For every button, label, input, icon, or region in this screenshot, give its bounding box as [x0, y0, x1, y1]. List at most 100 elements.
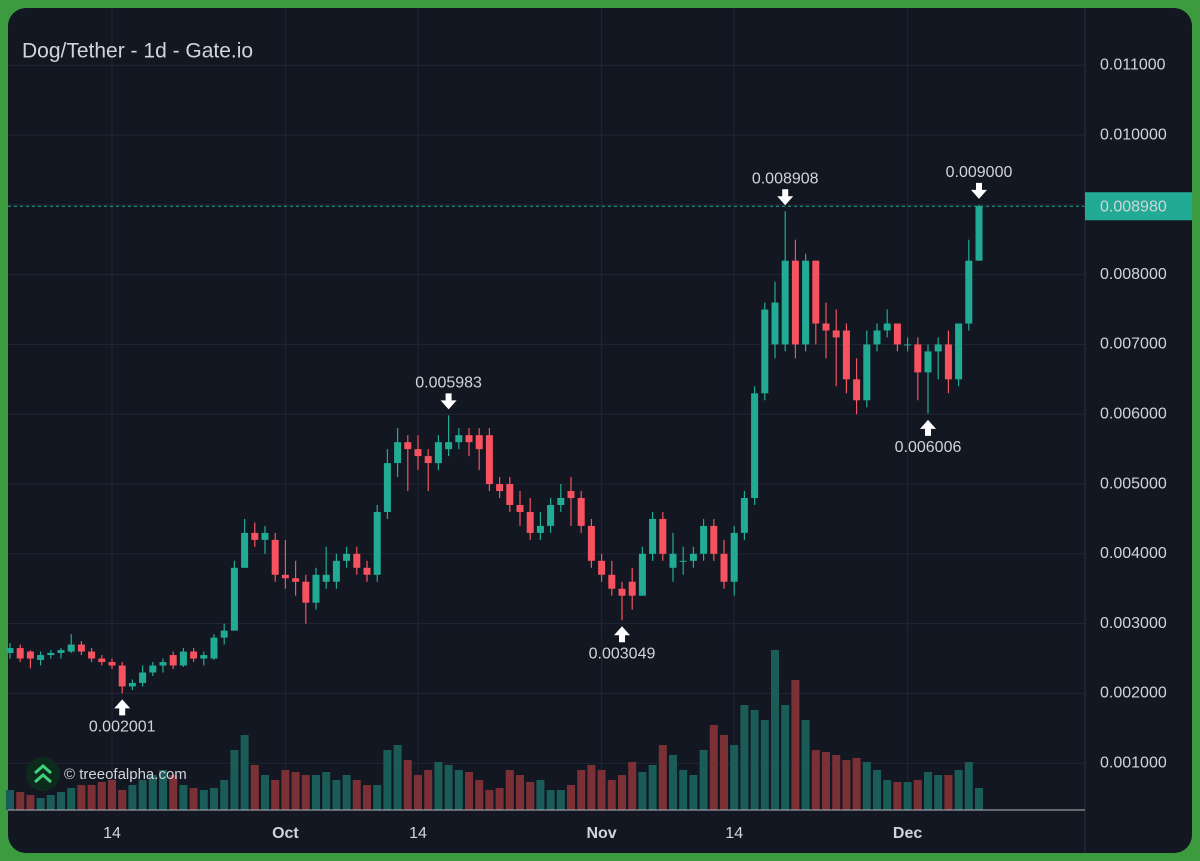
- candle-body: [873, 330, 881, 345]
- volume-bar: [689, 775, 698, 810]
- candle-body: [404, 442, 412, 450]
- volume-bar: [720, 735, 728, 810]
- volume-bar: [424, 770, 433, 810]
- chart-title: Dog/Tether - 1d - Gate.io: [22, 40, 253, 63]
- candle-body: [128, 682, 136, 687]
- candle-body: [853, 379, 861, 401]
- annotation-arrow: [440, 393, 457, 410]
- candle-body: [689, 553, 697, 561]
- volume-bar: [934, 775, 943, 810]
- volume-bar: [281, 770, 290, 810]
- volume-bar: [403, 760, 412, 810]
- volume-bar: [975, 788, 983, 810]
- volume-bar: [658, 745, 667, 810]
- candle-body: [557, 497, 565, 505]
- annotation-label: 0.009000: [946, 164, 1013, 181]
- last-price-box: [1085, 192, 1192, 221]
- volume-bar: [444, 765, 453, 810]
- volume-bar: [271, 780, 280, 810]
- volume-bar: [67, 788, 76, 810]
- volume-bar: [179, 785, 188, 810]
- volume-bar: [342, 775, 351, 810]
- volume-bar: [475, 780, 484, 810]
- volume-bar: [291, 772, 300, 810]
- volume-bar: [740, 705, 749, 810]
- candle-body: [261, 532, 269, 540]
- candle-body: [230, 567, 238, 631]
- volume-bar: [597, 770, 606, 810]
- volume-bar: [771, 650, 779, 810]
- candle-body: [108, 662, 116, 666]
- volume-bar: [261, 775, 269, 810]
- volume-bar: [964, 762, 973, 810]
- y-tick-label: 0.002000: [1100, 685, 1167, 702]
- candle-body: [353, 553, 361, 568]
- candle-body: [455, 435, 463, 443]
- candle-body: [669, 553, 677, 568]
- candle-body: [506, 484, 514, 505]
- candle-body: [802, 260, 810, 345]
- candle-body: [485, 435, 493, 485]
- candle-body: [118, 665, 126, 687]
- candle-body: [496, 484, 504, 492]
- candle-body: [587, 525, 595, 561]
- volume-bar: [87, 785, 96, 810]
- candle-body: [761, 309, 769, 394]
- candle-body: [812, 260, 820, 324]
- volume-bar: [352, 780, 361, 810]
- panel: [8, 8, 1192, 853]
- y-tick-label: 0.011000: [1100, 56, 1166, 73]
- y-tick-label: 0.010000: [1100, 126, 1167, 143]
- volume-bar: [801, 720, 810, 810]
- volume-bar: [954, 770, 963, 810]
- volume-bar: [57, 792, 65, 810]
- volume-bar: [567, 785, 575, 810]
- volume-bar: [862, 762, 871, 810]
- annotation-arrow: [614, 626, 630, 643]
- volume-bar: [322, 772, 331, 810]
- volume-bar: [791, 680, 800, 810]
- candle-body: [343, 553, 351, 561]
- candle-body: [332, 560, 340, 582]
- candle-body: [434, 442, 442, 464]
- candle-body: [169, 655, 177, 666]
- candle-body: [883, 323, 891, 331]
- volume-bar: [230, 750, 239, 810]
- candle-body: [292, 578, 300, 582]
- volume-bar: [546, 790, 555, 810]
- candle-body: [179, 651, 187, 666]
- volume-bar: [108, 780, 116, 810]
- volume-bar: [669, 755, 677, 810]
- annotation-layer: 0.002001 0.005983 0.003049 0.008908 0.006006…: [8, 164, 1085, 736]
- candle-body: [465, 435, 473, 443]
- volume-bar: [924, 772, 932, 810]
- annotation-label: 0.006006: [895, 439, 962, 456]
- volume-bar: [750, 710, 759, 810]
- volume-bar: [159, 770, 167, 810]
- volume-bar: [638, 772, 647, 810]
- annotation-label: 0.005983: [415, 375, 482, 392]
- candle-body: [220, 630, 228, 638]
- volume-bar: [699, 750, 708, 810]
- volume-bar: [250, 765, 259, 810]
- volume-bar: [189, 788, 198, 810]
- volume-bar: [618, 775, 626, 810]
- volume-bar: [709, 725, 718, 810]
- candle-body: [771, 302, 779, 345]
- volume-bar: [301, 775, 310, 810]
- volume-bar: [516, 775, 524, 810]
- volume-bar: [434, 762, 443, 810]
- candle-body: [730, 532, 738, 582]
- candle-body: [47, 652, 55, 656]
- volume-layer: [6, 650, 983, 810]
- volume-bar: [118, 790, 127, 810]
- candle-body: [598, 560, 606, 575]
- volume-bar: [730, 745, 739, 810]
- volume-bar: [383, 750, 392, 810]
- candle-body: [649, 518, 657, 554]
- volume-bar: [903, 782, 912, 810]
- candle-body: [200, 655, 208, 659]
- candle-body: [822, 323, 830, 331]
